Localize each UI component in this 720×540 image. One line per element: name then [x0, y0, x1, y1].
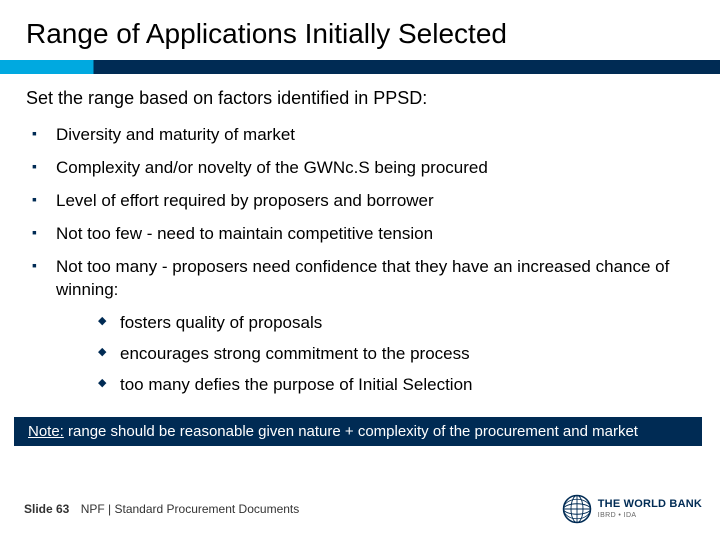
- slide-number: Slide 63: [24, 502, 69, 516]
- list-item-text: Diversity and maturity of market: [56, 125, 295, 144]
- bullet-list: Diversity and maturity of market Complex…: [26, 119, 690, 405]
- list-item: Diversity and maturity of market: [32, 119, 690, 152]
- footer-doc-label: NPF | Standard Procurement Documents: [81, 502, 300, 516]
- sub-list-item: encourages strong commitment to the proc…: [98, 339, 690, 370]
- list-item: Level of effort required by proposers an…: [32, 185, 690, 218]
- list-item-text: Not too many - proposers need confidence…: [56, 257, 669, 299]
- note-bar: Note: range should be reasonable given n…: [14, 417, 702, 446]
- sub-list-item: too many defies the purpose of Initial S…: [98, 370, 690, 401]
- intro-text: Set the range based on factors identifie…: [26, 88, 690, 109]
- sub-bullet-list: fosters quality of proposals encourages …: [56, 308, 690, 401]
- content-area: Set the range based on factors identifie…: [0, 74, 720, 405]
- list-item-text: Level of effort required by proposers an…: [56, 191, 434, 210]
- list-item: Not too many - proposers need confidence…: [32, 251, 690, 406]
- logo-main-text: THE WORLD BANK: [598, 499, 702, 510]
- sub-list-item-text: too many defies the purpose of Initial S…: [120, 375, 473, 394]
- note-text: range should be reasonable given nature …: [64, 423, 638, 440]
- note-label: Note:: [28, 423, 64, 440]
- list-item-text: Complexity and/or novelty of the GWNc.S …: [56, 158, 488, 177]
- sub-list-item: fosters quality of proposals: [98, 308, 690, 339]
- slide-title: Range of Applications Initially Selected: [0, 0, 720, 60]
- sub-list-item-text: encourages strong commitment to the proc…: [120, 344, 470, 363]
- world-bank-logo: THE WORLD BANK IBRD • IDA: [562, 494, 702, 524]
- logo-sub-text: IBRD • IDA: [598, 512, 702, 519]
- list-item: Complexity and/or novelty of the GWNc.S …: [32, 152, 690, 185]
- logo-text: THE WORLD BANK IBRD • IDA: [598, 499, 702, 519]
- sub-list-item-text: fosters quality of proposals: [120, 313, 322, 332]
- footer-left: Slide 63 NPF | Standard Procurement Docu…: [24, 502, 299, 516]
- list-item-text: Not too few - need to maintain competiti…: [56, 224, 433, 243]
- slide: Range of Applications Initially Selected…: [0, 0, 720, 540]
- globe-icon: [562, 494, 592, 524]
- accent-bar: [0, 60, 720, 74]
- footer: Slide 63 NPF | Standard Procurement Docu…: [24, 494, 702, 524]
- list-item: Not too few - need to maintain competiti…: [32, 218, 690, 251]
